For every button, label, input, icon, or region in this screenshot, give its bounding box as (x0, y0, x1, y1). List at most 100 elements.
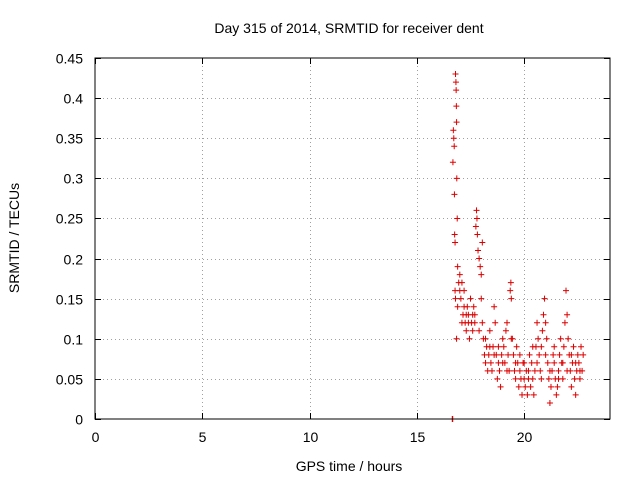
data-point (553, 391, 560, 398)
data-point (556, 351, 563, 358)
data-point (451, 143, 458, 150)
y-tick-label: 0.2 (64, 252, 84, 268)
data-point (495, 343, 502, 350)
data-point (494, 375, 501, 382)
data-point (542, 319, 549, 326)
data-point (512, 359, 519, 366)
y-tick-label: 0.25 (56, 211, 83, 227)
data-point (469, 311, 476, 318)
data-point (557, 335, 564, 342)
data-point (539, 327, 546, 334)
data-point (547, 383, 554, 390)
data-point (564, 311, 571, 318)
data-point (561, 319, 568, 326)
data-point (471, 319, 478, 326)
data-point (525, 367, 532, 374)
axis-ticks: 0 0.05 0.1 0.15 0.2 0.25 0.3 0.35 0.4 0.45 0 5 10 15 2… (56, 51, 610, 445)
data-point (476, 327, 483, 334)
data-point (568, 383, 575, 390)
data-point (454, 215, 461, 222)
data-point (487, 359, 494, 366)
data-point (550, 351, 557, 358)
data-point (578, 343, 585, 350)
y-tick-label: 0.4 (64, 91, 84, 107)
data-point (491, 303, 498, 310)
data-point (544, 359, 551, 366)
data-point (451, 231, 458, 238)
data-point (496, 367, 503, 374)
data-point (502, 327, 509, 334)
data-point (559, 359, 566, 366)
data-point (576, 367, 583, 374)
data-point (529, 375, 536, 382)
data-point (466, 335, 473, 342)
data-point (555, 367, 562, 374)
data-point (546, 399, 553, 406)
data-point (534, 359, 541, 366)
data-point (542, 351, 549, 358)
grid-lines (95, 58, 610, 419)
data-point (470, 303, 477, 310)
y-tick-label: 0.05 (56, 372, 83, 388)
data-point (528, 359, 535, 366)
data-point (476, 255, 483, 262)
data-point (457, 295, 464, 302)
data-point (508, 295, 515, 302)
data-point (463, 311, 470, 318)
data-point (516, 351, 523, 358)
data-point (472, 223, 479, 230)
data-point (475, 247, 482, 254)
data-point (519, 391, 526, 398)
data-point (491, 351, 498, 358)
data-point (526, 351, 533, 358)
data-point (478, 271, 485, 278)
data-point (456, 287, 463, 294)
data-point (527, 383, 534, 390)
data-point (453, 103, 460, 110)
data-point (560, 343, 567, 350)
data-point (461, 303, 468, 310)
y-tick-label: 0.45 (56, 51, 83, 67)
data-point (529, 343, 536, 350)
data-point (541, 295, 548, 302)
data-point (465, 319, 472, 326)
data-point (530, 391, 537, 398)
data-point (453, 119, 460, 126)
data-point (535, 335, 542, 342)
data-point (507, 287, 514, 294)
data-point (486, 327, 493, 334)
data-point (521, 359, 528, 366)
data-point (565, 335, 572, 342)
data-point (485, 351, 492, 358)
data-point (452, 239, 459, 246)
data-point (467, 295, 474, 302)
data-point (538, 343, 545, 350)
y-tick-label: 0.15 (56, 292, 83, 308)
data-point (546, 367, 553, 374)
data-point (453, 175, 460, 182)
data-point (513, 343, 520, 350)
data-point (469, 327, 476, 334)
data-point (450, 135, 457, 142)
data-point (555, 375, 562, 382)
data-point (488, 367, 495, 374)
data-point (580, 351, 587, 358)
data-point (453, 335, 460, 342)
data-point (504, 319, 510, 326)
data-point (473, 215, 480, 222)
data-point (563, 287, 570, 294)
data-point (574, 351, 581, 358)
data-point (474, 231, 481, 238)
x-tick-label: 20 (517, 429, 533, 445)
data-point (482, 335, 489, 342)
data-point (572, 359, 579, 366)
data-point (568, 351, 575, 358)
y-tick-label: 0.1 (64, 332, 84, 348)
y-tick-label: 0 (75, 412, 83, 428)
x-axis-label: GPS time / hours (296, 458, 403, 474)
data-point (453, 87, 460, 94)
x-tick-label: 10 (303, 429, 319, 445)
data-point (508, 335, 515, 342)
data-point (551, 359, 558, 366)
